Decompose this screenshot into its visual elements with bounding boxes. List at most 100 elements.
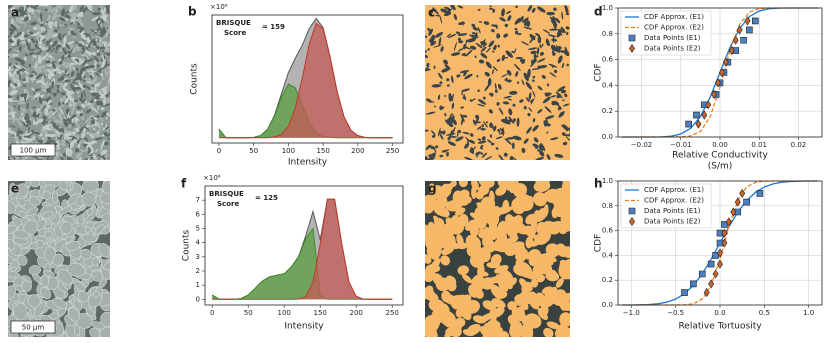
texture: [542, 29, 551, 34]
legend-marker: [629, 216, 635, 227]
texture: [551, 49, 555, 54]
texture: [13, 75, 16, 83]
texture: [72, 114, 77, 118]
texture: [8, 9, 15, 18]
texture: [64, 79, 70, 83]
annotation-value: = 159: [262, 23, 285, 31]
texture: [10, 87, 17, 93]
texture: [94, 148, 99, 153]
texture: [64, 10, 70, 15]
texture: [55, 14, 61, 17]
texture: [35, 136, 41, 143]
texture: [84, 116, 92, 124]
texture: [94, 34, 103, 40]
grain: [16, 254, 28, 266]
texture: [36, 39, 38, 45]
texture: [425, 156, 428, 160]
texture: [97, 19, 101, 24]
texture: [475, 42, 483, 49]
texture: [59, 23, 67, 27]
texture: [508, 108, 513, 116]
texture: [70, 71, 75, 77]
texture: [477, 26, 481, 34]
texture: [566, 31, 569, 36]
texture: [483, 21, 490, 25]
texture: [428, 101, 435, 103]
grain: [21, 280, 32, 292]
texture: [33, 5, 40, 9]
texture: [85, 144, 91, 149]
legend-label: CDF Approx. (E1): [644, 186, 704, 194]
texture: [528, 92, 532, 101]
texture: [96, 49, 100, 54]
texture: [99, 147, 103, 153]
texture: [34, 15, 37, 18]
grain: [512, 183, 528, 198]
texture: [21, 156, 26, 160]
texture: [456, 74, 461, 78]
texture: [72, 47, 77, 54]
texture: [28, 63, 32, 68]
grain: [67, 263, 86, 277]
texture: [51, 110, 58, 117]
texture: [107, 63, 110, 67]
texture: [451, 93, 454, 102]
legend-label: Data Points (E2): [644, 45, 701, 53]
texture: [533, 58, 537, 63]
scale-bar-label: 100 μm: [20, 147, 47, 155]
texture: [88, 76, 92, 82]
texture: [25, 48, 30, 57]
texture: [47, 14, 52, 21]
texture: [554, 153, 564, 158]
texture: [24, 113, 28, 119]
texture: [8, 68, 14, 72]
texture: [542, 43, 544, 47]
texture: [39, 5, 50, 7]
texture: [88, 33, 91, 41]
data-point: [743, 198, 750, 206]
texture: [25, 72, 30, 75]
texture: [427, 48, 430, 51]
texture: [501, 74, 508, 78]
texture: [38, 96, 43, 104]
texture: [94, 29, 98, 32]
texture: [106, 84, 109, 93]
grain: [477, 270, 489, 277]
texture: [469, 139, 476, 144]
texture: [525, 97, 530, 103]
texture: [440, 46, 444, 52]
texture: [556, 28, 562, 38]
texture: [504, 138, 512, 145]
texture: [67, 40, 75, 45]
texture: [446, 8, 453, 14]
texture: [13, 5, 18, 9]
texture: [19, 95, 22, 103]
texture: [557, 106, 562, 111]
texture: [38, 79, 47, 86]
texture: [83, 90, 87, 98]
data-point: [701, 110, 708, 120]
texture: [530, 97, 535, 105]
texture: [65, 69, 72, 75]
data-point: [740, 36, 747, 44]
texture: [36, 16, 43, 25]
texture: [476, 74, 479, 78]
texture: [51, 13, 57, 21]
texture: [64, 14, 71, 19]
texture: [75, 152, 83, 159]
texture: [28, 136, 37, 142]
texture: [60, 142, 66, 147]
texture: [22, 8, 29, 14]
grain: [525, 236, 534, 249]
texture: [431, 84, 442, 88]
texture: [521, 15, 524, 20]
texture: [561, 29, 565, 34]
texture: [527, 112, 531, 117]
texture: [20, 140, 24, 145]
grain: [425, 254, 432, 264]
texture: [60, 74, 67, 78]
data-point: [730, 207, 737, 217]
texture: [556, 93, 562, 99]
texture: [489, 7, 493, 10]
grain: [514, 202, 528, 210]
